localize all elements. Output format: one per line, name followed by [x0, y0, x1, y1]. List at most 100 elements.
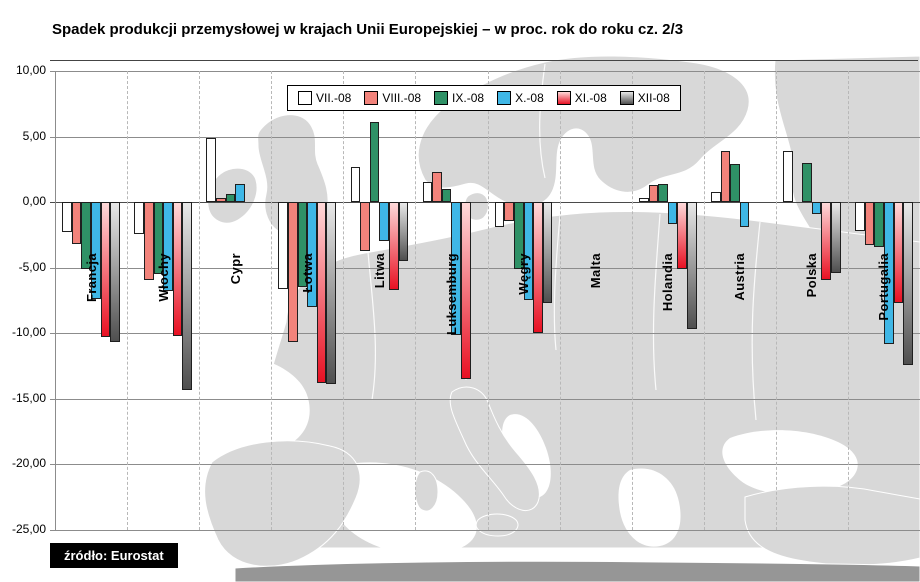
y-axis-line: [55, 71, 56, 530]
legend-swatch: [434, 91, 449, 105]
bar-X.-08: [811, 202, 822, 214]
source-label: źródło: Eurostat: [50, 543, 178, 568]
legend-item: XI.-08: [556, 91, 607, 105]
bar-IX.-08: [658, 183, 668, 203]
map-sea-biscay: [198, 354, 310, 453]
bar-VIII.-08: [432, 171, 442, 203]
legend-swatch: [619, 91, 634, 105]
category-label: Luksemburg: [443, 253, 459, 336]
category-separator-line: [127, 71, 129, 530]
bar-X.-08: [739, 202, 750, 228]
category-separator-line: [703, 71, 705, 530]
bar-X.-08: [307, 202, 317, 308]
bar-VII.-08: [278, 202, 289, 289]
category-separator-line: [631, 71, 633, 530]
map-sea-aegean: [618, 468, 681, 547]
bar-IX.-08: [369, 122, 380, 203]
legend-item: X.-08: [497, 91, 544, 105]
bar-VII.-08: [638, 198, 649, 203]
map-sea-west-mediterranean: [324, 462, 477, 555]
map-border-line: [652, 213, 661, 391]
bar-XII-08: [831, 202, 841, 273]
bar-VIII.-08: [216, 198, 226, 203]
bar-VII.-08: [710, 191, 721, 203]
category-label: Malta: [588, 253, 604, 289]
category-separator-line: [775, 71, 777, 530]
legend-item: VIII.-08: [364, 91, 421, 105]
y-axis-tick-label: -10,00: [11, 325, 46, 340]
category-label: Węgry: [516, 253, 532, 295]
legend-label: VIII.-08: [382, 91, 422, 105]
bar-X.-08: [523, 202, 534, 301]
bar-IX.-08: [441, 189, 452, 203]
map-sardinia: [414, 470, 439, 512]
bar-IX.-08: [874, 202, 884, 247]
y-gridline: [50, 398, 920, 400]
legend-swatch: [556, 91, 571, 105]
map-north-africa: [234, 560, 920, 582]
bar-IX.-08: [297, 202, 308, 288]
bar-IX.-08: [225, 194, 236, 203]
y-gridline: [50, 530, 920, 531]
bar-XII-08: [542, 202, 553, 304]
chart-title: Spadek produkcji przemysłowej w krajach …: [52, 21, 684, 38]
legend-label: X.-08: [515, 91, 544, 105]
y-axis-tick-label: 10,00: [15, 63, 46, 77]
category-separator-line: [199, 71, 201, 530]
bar-X.-08: [235, 183, 245, 203]
bar-VII.-08: [62, 202, 72, 233]
y-axis-tick-label: 5,00: [22, 128, 46, 143]
bar-XI.-08: [677, 202, 687, 270]
bar-VIII.-08: [288, 202, 298, 343]
y-gridline: [50, 136, 920, 138]
y-axis-tick-label: -25,00: [11, 522, 46, 536]
category-label: Francja: [83, 253, 99, 303]
bar-XI.-08: [461, 202, 471, 380]
y-axis-tick-label: -15,00: [11, 390, 46, 405]
y-gridline: [50, 333, 920, 335]
legend-swatch: [497, 91, 512, 105]
bar-XII-08: [686, 202, 697, 330]
bar-X.-08: [379, 202, 389, 242]
category-label: Holandia: [660, 253, 676, 312]
category-separator-line: [343, 71, 345, 530]
bar-XII-08: [326, 202, 337, 385]
bar-VII.-08: [422, 182, 433, 203]
legend-label: IX.-08: [452, 91, 485, 105]
bar-VII.-08: [350, 166, 361, 203]
y-gridline: [50, 267, 920, 269]
y-axis-tick-label: -5,00: [18, 259, 46, 274]
y-gridline: [50, 464, 920, 466]
legend-swatch: [364, 91, 379, 105]
bar-VIII.-08: [864, 202, 875, 246]
map-iberia: [204, 440, 361, 567]
y-axis-tick-label: -20,00: [11, 456, 46, 471]
bar-XI.-08: [533, 202, 543, 334]
map-border-line: [553, 215, 561, 351]
bar-VIII.-08: [71, 202, 82, 245]
bar-XII-08: [903, 202, 913, 365]
legend-swatch: [298, 91, 312, 105]
bar-X.-08: [451, 202, 462, 335]
y-axis-tick-label: 0,00: [22, 194, 46, 209]
legend-item: VII.-08: [298, 91, 351, 105]
y-gridline: [50, 202, 920, 204]
bar-VIII.-08: [504, 202, 514, 221]
category-separator-line: [559, 71, 561, 530]
bar-IX.-08: [802, 162, 812, 203]
chart-legend: VII.-08 VIII.-08 IX.-08 X.-08 XI.-08 XII-08: [287, 85, 681, 111]
bar-IX.-08: [81, 202, 92, 270]
legend-label: XI.-08: [574, 91, 607, 105]
category-label: Litwa: [371, 253, 387, 289]
bar-XI.-08: [316, 202, 327, 384]
bar-VII.-08: [206, 137, 216, 203]
bar-VII.-08: [855, 202, 865, 231]
bar-X.-08: [163, 202, 173, 292]
legend-label: VII.-08: [316, 91, 352, 105]
bar-XI.-08: [100, 202, 111, 338]
category-label: Portugalia: [876, 253, 892, 321]
bar-X.-08: [91, 202, 101, 300]
